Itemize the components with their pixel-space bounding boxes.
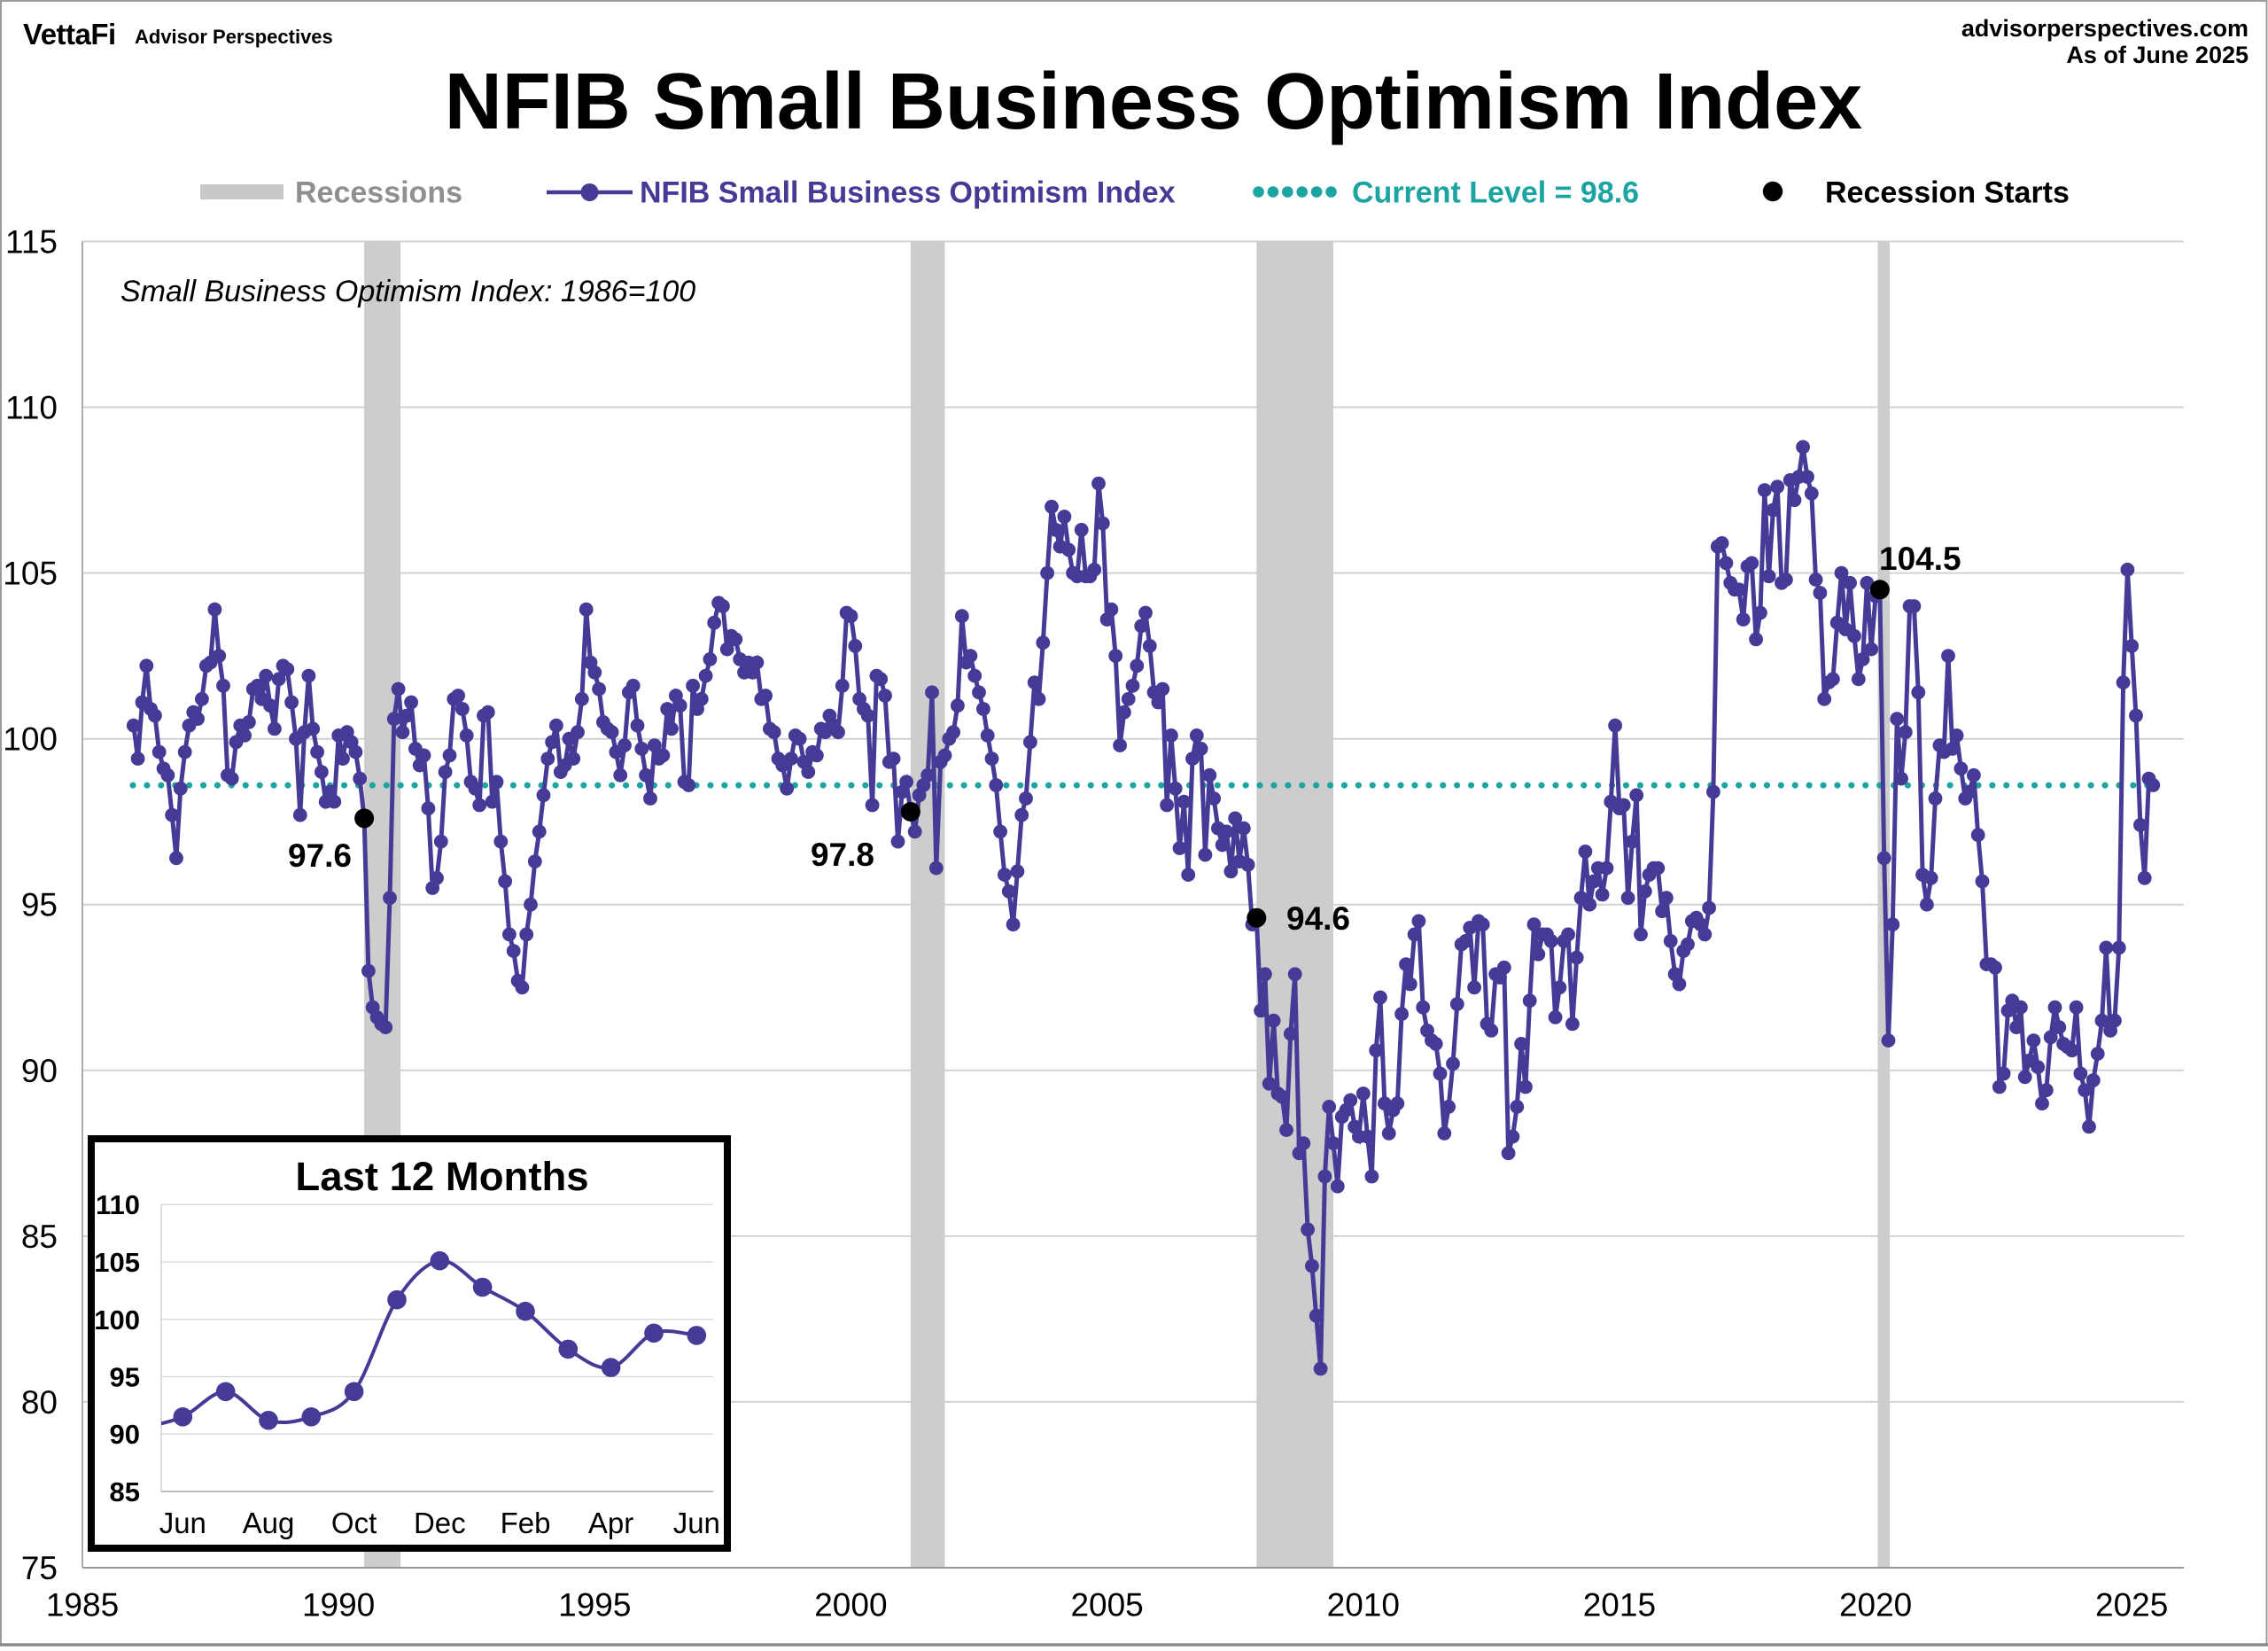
svg-text:110: 110: [5, 390, 58, 426]
svg-text:Advisor Perspectives: Advisor Perspectives: [135, 26, 333, 48]
svg-text:85: 85: [21, 1219, 58, 1255]
svg-text:104.5: 104.5: [1879, 541, 1961, 577]
svg-text:2000: 2000: [814, 1587, 887, 1624]
svg-text:Aug: Aug: [243, 1507, 295, 1539]
svg-text:105: 105: [3, 556, 58, 592]
svg-text:Recessions: Recessions: [295, 176, 462, 210]
svg-text:95: 95: [110, 1362, 140, 1393]
svg-text:100: 100: [94, 1304, 140, 1336]
svg-text:1990: 1990: [302, 1587, 375, 1624]
svg-text:110: 110: [96, 1189, 140, 1220]
svg-text:Apr: Apr: [588, 1507, 633, 1539]
svg-text:1995: 1995: [558, 1587, 631, 1624]
svg-text:115: 115: [5, 223, 58, 260]
svg-text:2010: 2010: [1327, 1587, 1400, 1624]
svg-text:90: 90: [110, 1419, 140, 1450]
svg-text:2020: 2020: [1839, 1587, 1912, 1624]
svg-text:Jun: Jun: [673, 1507, 720, 1539]
svg-text:94.6: 94.6: [1286, 900, 1350, 937]
svg-text:As of June 2025: As of June 2025: [2066, 42, 2249, 68]
svg-text:VettaFi: VettaFi: [23, 18, 116, 51]
svg-text:advisorperspectives.com: advisorperspectives.com: [1961, 15, 2249, 42]
svg-text:Feb: Feb: [501, 1507, 551, 1539]
svg-text:97.8: 97.8: [811, 837, 874, 873]
svg-text:Jun: Jun: [159, 1507, 206, 1539]
svg-text:80: 80: [21, 1384, 58, 1421]
svg-text:Dec: Dec: [414, 1507, 466, 1539]
svg-text:2025: 2025: [2095, 1587, 2168, 1624]
svg-text:105: 105: [94, 1247, 140, 1278]
svg-text:90: 90: [21, 1053, 58, 1089]
svg-text:97.6: 97.6: [288, 837, 352, 874]
svg-text:2005: 2005: [1070, 1587, 1143, 1624]
svg-text:Last 12 Months: Last 12 Months: [295, 1154, 588, 1199]
svg-text:NFIB Small Business Optimism I: NFIB Small Business Optimism Index: [445, 58, 1862, 146]
svg-text:100: 100: [3, 721, 58, 758]
svg-text:NFIB Small Business Optimism I: NFIB Small Business Optimism Index: [640, 176, 1176, 210]
svg-text:1985: 1985: [46, 1587, 119, 1624]
svg-text:2015: 2015: [1583, 1587, 1656, 1624]
svg-text:Small Business Optimism Index:: Small Business Optimism Index: 1986=100: [120, 275, 695, 308]
svg-text:95: 95: [21, 887, 58, 923]
svg-text:85: 85: [110, 1476, 140, 1507]
svg-text:Oct: Oct: [331, 1507, 377, 1539]
svg-text:Current Level = 98.6: Current Level = 98.6: [1352, 176, 1639, 210]
svg-text:Recession Starts: Recession Starts: [1825, 176, 2070, 210]
svg-text:75: 75: [21, 1550, 58, 1586]
